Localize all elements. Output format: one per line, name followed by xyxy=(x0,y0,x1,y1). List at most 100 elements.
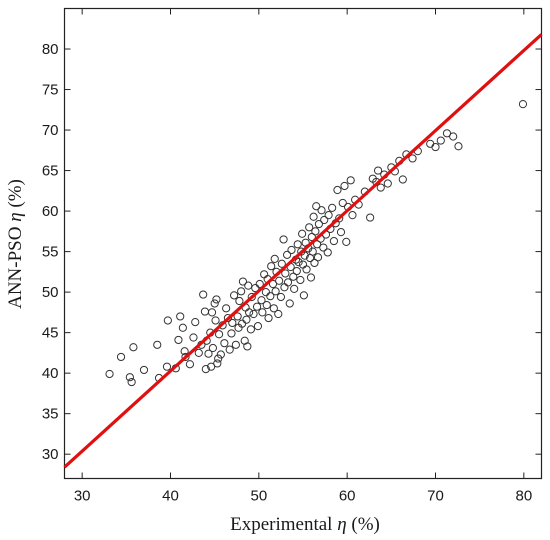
data-point xyxy=(255,279,264,289)
y-tick-label: 35 xyxy=(42,406,59,423)
data-point xyxy=(127,377,136,387)
data-point xyxy=(336,228,346,237)
data-point xyxy=(442,129,452,138)
data-point xyxy=(275,276,284,285)
data-point xyxy=(231,340,240,349)
data-point xyxy=(268,279,278,289)
data-point xyxy=(257,296,266,305)
data-point xyxy=(323,248,332,257)
data-point xyxy=(249,309,258,319)
data-point xyxy=(178,323,187,332)
data-point xyxy=(317,206,326,215)
data-point xyxy=(320,215,329,225)
data-point xyxy=(210,299,219,308)
data-point xyxy=(266,292,275,301)
data-point xyxy=(252,302,262,311)
y-tick-label: 65 xyxy=(42,163,59,180)
data-point xyxy=(264,313,273,323)
data-point xyxy=(324,211,333,220)
data-point xyxy=(436,136,445,145)
y-tick-label: 40 xyxy=(42,365,59,382)
data-point xyxy=(270,254,279,263)
x-tick-label: 30 xyxy=(74,488,91,505)
fit-line xyxy=(63,33,543,469)
x-axis-ticks: 30 40 50 60 70 80 xyxy=(74,8,532,505)
data-point xyxy=(251,283,260,293)
data-point xyxy=(276,292,286,302)
data-point xyxy=(311,227,320,236)
data-point xyxy=(176,312,185,321)
data-point xyxy=(238,277,248,286)
data-point xyxy=(230,291,239,300)
data-point xyxy=(290,284,299,293)
data-point xyxy=(328,203,337,212)
data-point xyxy=(180,347,189,356)
data-point xyxy=(204,349,213,358)
data-point xyxy=(373,166,383,175)
data-point xyxy=(194,348,203,357)
data-point xyxy=(277,259,286,268)
data-point xyxy=(281,269,290,278)
data-point xyxy=(302,265,311,274)
y-tick-label: 80 xyxy=(42,41,59,58)
data-point xyxy=(261,288,270,297)
data-point xyxy=(342,237,351,246)
data-point xyxy=(308,247,317,256)
data-point xyxy=(293,240,302,249)
data-point xyxy=(366,213,375,222)
data-point xyxy=(333,185,342,195)
data-point xyxy=(242,315,251,324)
data-point xyxy=(269,304,278,313)
data-point xyxy=(233,312,242,321)
data-point xyxy=(228,318,237,328)
y-tick-label: 50 xyxy=(42,284,59,301)
y-tick-label: 60 xyxy=(42,203,59,220)
data-point xyxy=(207,308,217,317)
data-point xyxy=(454,142,463,151)
data-point xyxy=(199,290,208,299)
x-tick-label: 60 xyxy=(339,488,356,505)
data-point xyxy=(189,333,198,342)
data-point xyxy=(449,132,458,141)
data-point xyxy=(312,202,321,211)
data-point xyxy=(244,281,253,290)
plot-frame xyxy=(63,7,543,480)
data-point xyxy=(181,352,190,362)
data-point xyxy=(431,142,440,152)
data-point xyxy=(213,359,222,368)
y-tick-label: 55 xyxy=(42,244,59,261)
data-point xyxy=(398,175,407,184)
data-point xyxy=(306,273,316,282)
data-point xyxy=(298,229,307,238)
data-point xyxy=(174,335,183,345)
x-tick-label: 50 xyxy=(250,488,267,505)
x-axis-label: Experimental η (%) xyxy=(230,514,380,535)
data-point xyxy=(216,350,225,359)
data-point xyxy=(185,360,195,369)
data-point xyxy=(211,316,220,325)
data-point xyxy=(299,291,308,300)
data-point xyxy=(314,219,323,229)
data-point xyxy=(274,309,283,319)
data-point xyxy=(267,262,276,271)
data-point xyxy=(294,258,303,267)
data-point xyxy=(225,345,234,354)
data-point xyxy=(292,266,301,276)
y-tick-label: 30 xyxy=(42,446,59,463)
data-point xyxy=(253,322,263,331)
y-axis-ticks: 30 35 40 45 50 55 60 65 70 75 80 xyxy=(42,41,542,463)
data-point xyxy=(283,250,292,259)
y-tick-label: 45 xyxy=(42,325,59,342)
y-tick-label: 75 xyxy=(42,82,59,99)
data-point xyxy=(335,214,344,223)
data-point xyxy=(235,296,244,306)
data-point xyxy=(246,325,255,334)
data-point xyxy=(383,179,392,188)
data-point xyxy=(125,373,134,382)
data-point xyxy=(129,343,138,352)
data-point xyxy=(329,236,339,246)
x-tick-label: 70 xyxy=(427,488,444,505)
data-point xyxy=(283,278,293,287)
data-point xyxy=(338,198,347,208)
